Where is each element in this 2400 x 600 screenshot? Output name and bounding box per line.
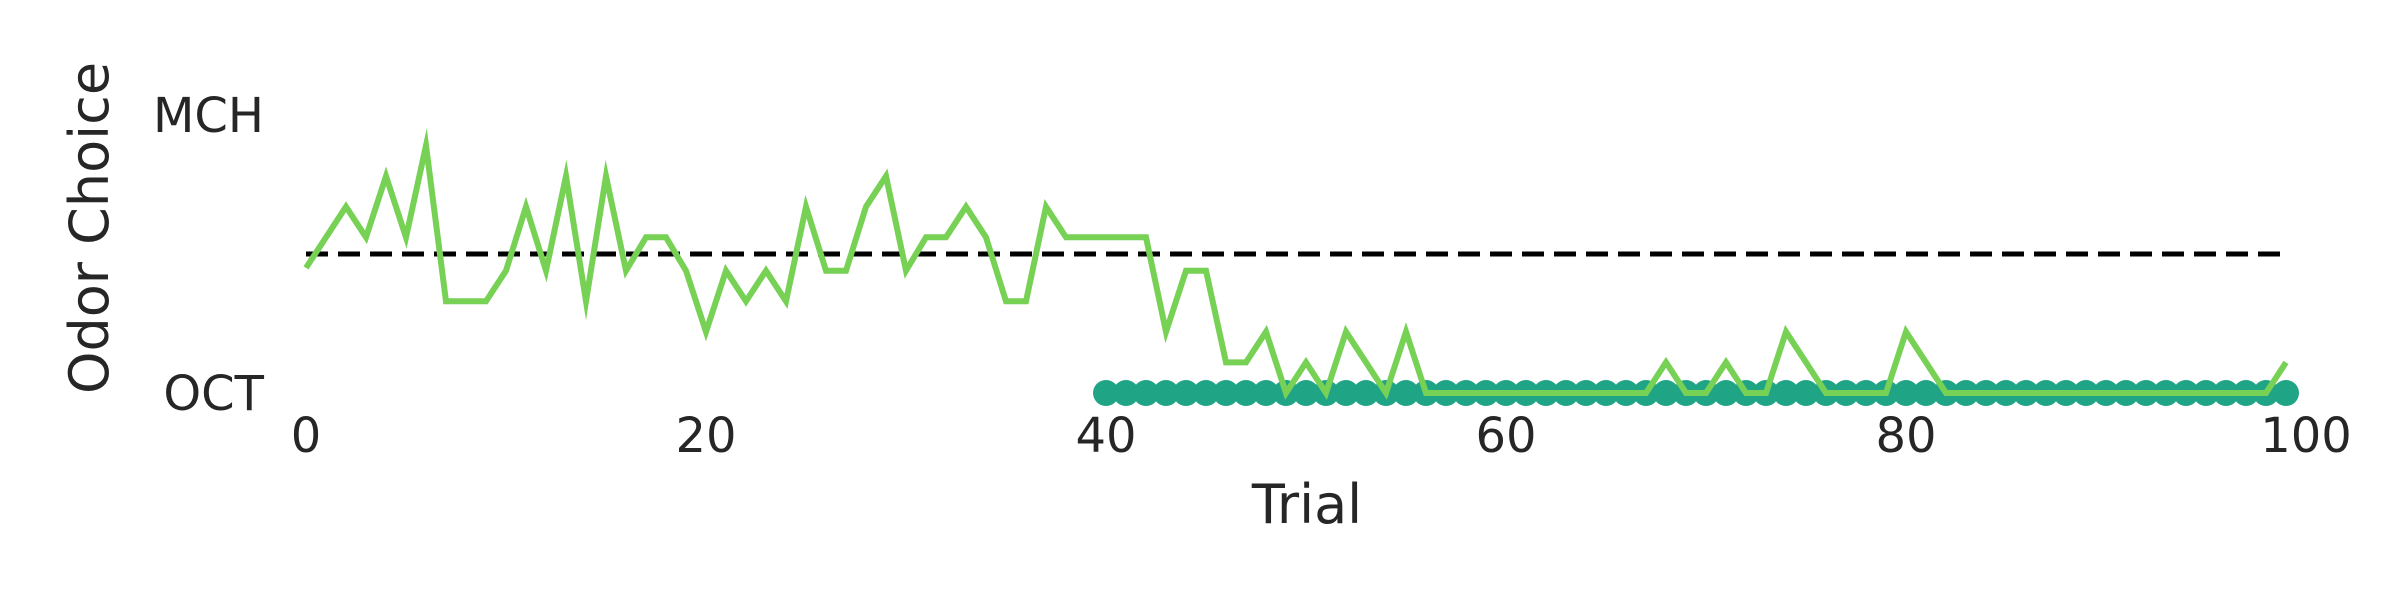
x-tick-label: 20 <box>675 408 736 464</box>
scatter-point <box>1893 380 1919 406</box>
scatter-point <box>1653 380 1679 406</box>
scatter-point <box>1793 380 1819 406</box>
scatter-point <box>1113 380 1139 406</box>
scatter-point <box>1233 380 1259 406</box>
scatter-point <box>1173 380 1199 406</box>
scatter-point <box>1393 380 1419 406</box>
scatter-point <box>1153 380 1179 406</box>
scatter-point <box>1293 380 1319 406</box>
x-tick-label: 40 <box>1075 408 1136 464</box>
tick-labels: 0 20 40 60 80 100 OCT MCH <box>153 88 2352 464</box>
scatter-point <box>1133 380 1159 406</box>
scatter-point <box>1773 380 1799 406</box>
x-tick-label: 100 <box>2260 408 2352 464</box>
scatter-point <box>1353 380 1379 406</box>
scatter-point <box>1093 380 1119 406</box>
y-tick-label: MCH <box>153 88 264 144</box>
scatter-point <box>1213 380 1239 406</box>
plot-area <box>303 128 2299 406</box>
scatter-point <box>1333 380 1359 406</box>
x-tick-label: 0 <box>291 408 322 464</box>
y-tick-label: OCT <box>163 366 264 422</box>
scatter-point <box>2273 380 2299 406</box>
choice-line <box>303 128 2289 400</box>
x-tick-label: 60 <box>1475 408 1536 464</box>
x-axis-title: Trial <box>1251 473 1362 536</box>
scatter-point <box>1193 380 1219 406</box>
scatter-point <box>1253 380 1279 406</box>
scatter-point <box>1713 380 1739 406</box>
scatter-point <box>1913 380 1939 406</box>
x-tick-label: 80 <box>1875 408 1936 464</box>
y-axis-title: Odor Choice <box>58 62 121 394</box>
